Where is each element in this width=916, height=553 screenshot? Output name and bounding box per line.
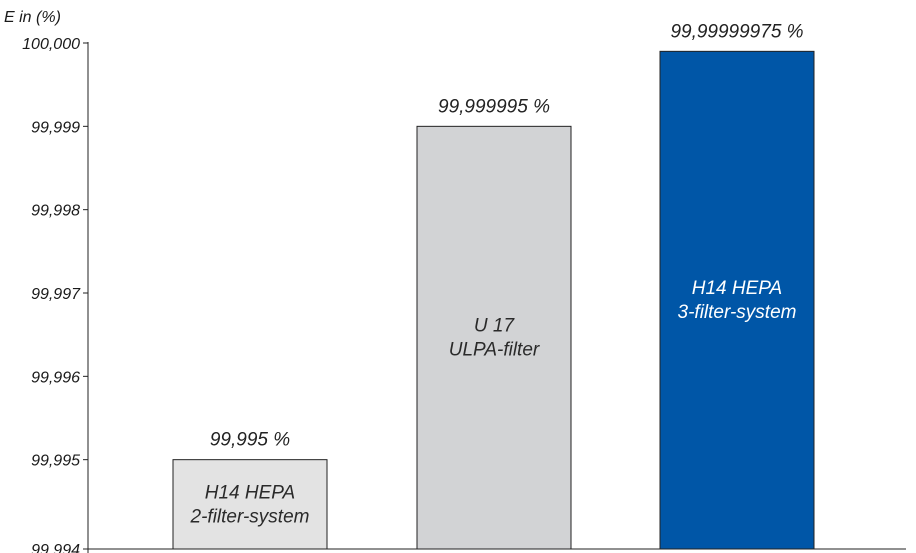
- y-tick-label: 99,997: [31, 286, 81, 303]
- y-axis-label: E in (%): [4, 9, 61, 26]
- bar-value-label: 99,995 %: [210, 430, 290, 451]
- y-tick-label: 99,999: [31, 119, 80, 136]
- y-tick-label: 99,998: [31, 203, 80, 220]
- bar: [417, 126, 571, 549]
- bar-category-label: 3-filter-system: [678, 302, 797, 323]
- y-tick-label: 99,994: [31, 542, 80, 553]
- bar-category-label: H14 HEPA: [205, 482, 295, 503]
- bar-category-label: H14 HEPA: [692, 278, 782, 299]
- bar-category-label: U 17: [474, 316, 516, 337]
- bar-value-label: 99,999995 %: [438, 96, 550, 117]
- y-tick-label: 100,000: [22, 36, 80, 53]
- y-tick-label: 99,995: [31, 453, 80, 470]
- bars: 99,995 % H14 HEPA 2-filter-system 99,999995…: [173, 21, 814, 549]
- bar: [173, 460, 327, 549]
- bar-value-label: 99,99999975 %: [670, 21, 803, 42]
- bar-category-label: ULPA-filter: [449, 340, 540, 361]
- bar: [660, 51, 814, 549]
- y-tick-label: 99,996: [31, 369, 80, 386]
- bar-category-label: 2-filter-system: [190, 506, 310, 527]
- y-ticks: 100,000 99,999 99,998 99,997 99,996 99,995 99,…: [22, 36, 88, 553]
